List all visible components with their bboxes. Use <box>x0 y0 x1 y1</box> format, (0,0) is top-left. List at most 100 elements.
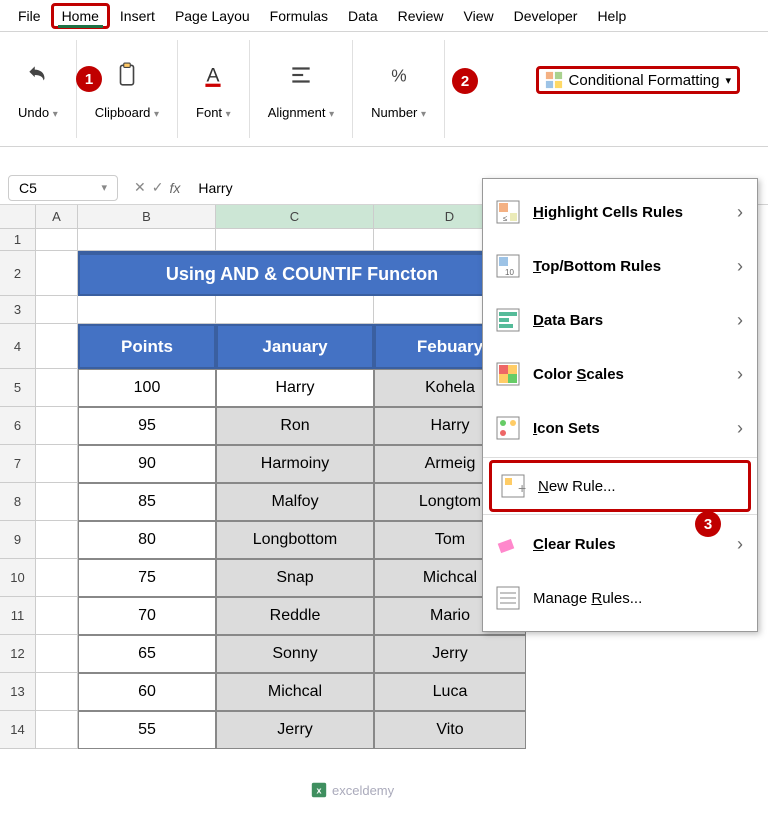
cell-B12[interactable]: 65 <box>78 635 216 673</box>
conditional-formatting-button[interactable]: Conditional Formatting▾ <box>536 66 740 94</box>
svg-text:%: % <box>391 65 406 85</box>
name-box[interactable]: C5 ▾ <box>8 175 118 201</box>
row-header-3[interactable]: 3 <box>0 296 36 324</box>
ribbon-label: Alignment ▾ <box>268 105 334 120</box>
cell-C1[interactable] <box>216 229 374 251</box>
cell-C11[interactable]: Reddle <box>216 597 374 635</box>
table-header-points[interactable]: Points <box>78 324 216 369</box>
row-header-8[interactable]: 8 <box>0 483 36 521</box>
font-icon: A <box>197 59 229 91</box>
cell-C10[interactable]: Snap <box>216 559 374 597</box>
row-header-5[interactable]: 5 <box>0 369 36 407</box>
clipboard-icon <box>111 59 143 91</box>
menu-item-formulas[interactable]: Formulas <box>260 4 338 28</box>
column-header-B[interactable]: B <box>78 205 216 229</box>
cell-C3[interactable] <box>216 296 374 324</box>
dropdown-item-colorscales[interactable]: Color Scales <box>483 347 757 401</box>
ribbon-group-alignment[interactable]: Alignment ▾ <box>250 40 353 138</box>
row-header-12[interactable]: 12 <box>0 635 36 673</box>
ribbon: Undo ▾Clipboard ▾AFont ▾Alignment ▾%Numb… <box>0 32 768 147</box>
cell-A7[interactable] <box>36 445 78 483</box>
column-header-A[interactable]: A <box>36 205 78 229</box>
callout-3: 3 <box>695 511 721 537</box>
dropdown-item-label: New Rule... <box>538 478 616 495</box>
dropdown-item-label: Data Bars <box>533 312 603 329</box>
cell-A3[interactable] <box>36 296 78 324</box>
accept-icon[interactable]: ✓ <box>152 179 164 196</box>
menu-item-help[interactable]: Help <box>587 4 636 28</box>
cell-C13[interactable]: Michcal <box>216 673 374 711</box>
menu-item-developer[interactable]: Developer <box>504 4 588 28</box>
row-header-7[interactable]: 7 <box>0 445 36 483</box>
cell-A4[interactable] <box>36 324 78 369</box>
ribbon-group-number[interactable]: %Number ▾ <box>353 40 445 138</box>
row-header-14[interactable]: 14 <box>0 711 36 749</box>
row-header-2[interactable]: 2 <box>0 251 36 296</box>
ribbon-label: Undo ▾ <box>18 105 58 120</box>
cell-A12[interactable] <box>36 635 78 673</box>
select-all-corner[interactable] <box>0 205 36 229</box>
fx-icon[interactable]: fx <box>169 180 180 196</box>
row-header-9[interactable]: 9 <box>0 521 36 559</box>
cell-B14[interactable]: 55 <box>78 711 216 749</box>
menu-item-insert[interactable]: Insert <box>110 4 165 28</box>
menu-item-review[interactable]: Review <box>388 4 454 28</box>
cell-C12[interactable]: Sonny <box>216 635 374 673</box>
dropdown-item-newrule[interactable]: +New Rule... <box>489 460 751 512</box>
cell-A13[interactable] <box>36 673 78 711</box>
row-header-6[interactable]: 6 <box>0 407 36 445</box>
cell-B11[interactable]: 70 <box>78 597 216 635</box>
cell-A10[interactable] <box>36 559 78 597</box>
dropdown-item-topbottom[interactable]: 10Top/Bottom Rules <box>483 239 757 293</box>
cell-B6[interactable]: 95 <box>78 407 216 445</box>
cell-B7[interactable]: 90 <box>78 445 216 483</box>
menu-item-home[interactable]: Home <box>51 3 110 29</box>
cell-C14[interactable]: Jerry <box>216 711 374 749</box>
menu-item-view[interactable]: View <box>454 4 504 28</box>
row-header-10[interactable]: 10 <box>0 559 36 597</box>
cell-A11[interactable] <box>36 597 78 635</box>
row-header-1[interactable]: 1 <box>0 229 36 251</box>
ribbon-group-undo[interactable]: Undo ▾ <box>0 40 77 138</box>
row-header-11[interactable]: 11 <box>0 597 36 635</box>
conditional-formatting-icon <box>545 71 563 89</box>
row-header-13[interactable]: 13 <box>0 673 36 711</box>
cell-A9[interactable] <box>36 521 78 559</box>
cell-D12[interactable]: Jerry <box>374 635 526 673</box>
cell-C6[interactable]: Ron <box>216 407 374 445</box>
menu-item-file[interactable]: File <box>8 4 51 28</box>
cell-B5[interactable]: 100 <box>78 369 216 407</box>
cell-B9[interactable]: 80 <box>78 521 216 559</box>
topbottom-icon: 10 <box>495 253 521 279</box>
table-header-january[interactable]: January <box>216 324 374 369</box>
cell-D14[interactable]: Vito <box>374 711 526 749</box>
ribbon-group-font[interactable]: AFont ▾ <box>178 40 250 138</box>
dropdown-item-databars[interactable]: Data Bars <box>483 293 757 347</box>
menu-item-data[interactable]: Data <box>338 4 388 28</box>
cell-B8[interactable]: 85 <box>78 483 216 521</box>
dropdown-item-highlight[interactable]: ≤Highlight Cells Rules <box>483 185 757 239</box>
cell-C9[interactable]: Longbottom <box>216 521 374 559</box>
watermark-text: exceldemy <box>332 783 394 798</box>
cell-C5[interactable]: Harry <box>216 369 374 407</box>
cell-B3[interactable] <box>78 296 216 324</box>
cell-B13[interactable]: 60 <box>78 673 216 711</box>
chevron-down-icon: ▾ <box>101 181 107 194</box>
cell-A5[interactable] <box>36 369 78 407</box>
cell-A8[interactable] <box>36 483 78 521</box>
cell-D13[interactable]: Luca <box>374 673 526 711</box>
cell-B1[interactable] <box>78 229 216 251</box>
cell-A6[interactable] <box>36 407 78 445</box>
cell-C8[interactable]: Malfoy <box>216 483 374 521</box>
row-header-4[interactable]: 4 <box>0 324 36 369</box>
menu-item-page-layou[interactable]: Page Layou <box>165 4 260 28</box>
cell-A14[interactable] <box>36 711 78 749</box>
cell-C7[interactable]: Harmoiny <box>216 445 374 483</box>
dropdown-item-manage[interactable]: Manage Rules... <box>483 571 757 625</box>
dropdown-item-iconsets[interactable]: Icon Sets <box>483 401 757 455</box>
cell-A2[interactable] <box>36 251 78 296</box>
cell-B10[interactable]: 75 <box>78 559 216 597</box>
cancel-icon[interactable]: ✕ <box>134 179 146 196</box>
column-header-C[interactable]: C <box>216 205 374 229</box>
cell-A1[interactable] <box>36 229 78 251</box>
